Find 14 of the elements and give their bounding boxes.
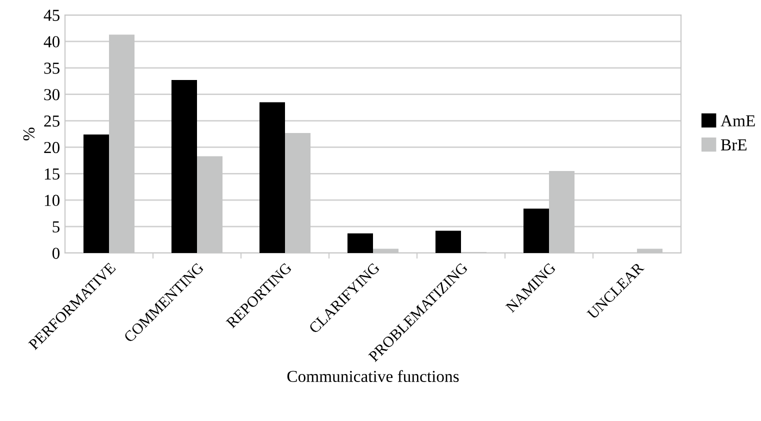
y-tick-label: 40: [44, 36, 60, 48]
y-tick-label: 15: [44, 168, 60, 180]
legend-label: BrE: [720, 139, 747, 150]
y-tick-label: 5: [52, 221, 60, 232]
y-tick-label: 30: [44, 89, 60, 100]
y-tick-label: 20: [44, 142, 60, 154]
x-axis-title: Communicative functions: [287, 370, 459, 382]
y-tick-label: 25: [44, 116, 60, 127]
legend-label: AmE: [720, 115, 755, 126]
y-axis-title: %: [23, 128, 35, 140]
y-tick-label: 0: [52, 248, 60, 259]
y-tick-label: 10: [44, 194, 60, 206]
y-tick-label: 35: [44, 62, 60, 74]
y-tick-label: 45: [44, 10, 60, 21]
